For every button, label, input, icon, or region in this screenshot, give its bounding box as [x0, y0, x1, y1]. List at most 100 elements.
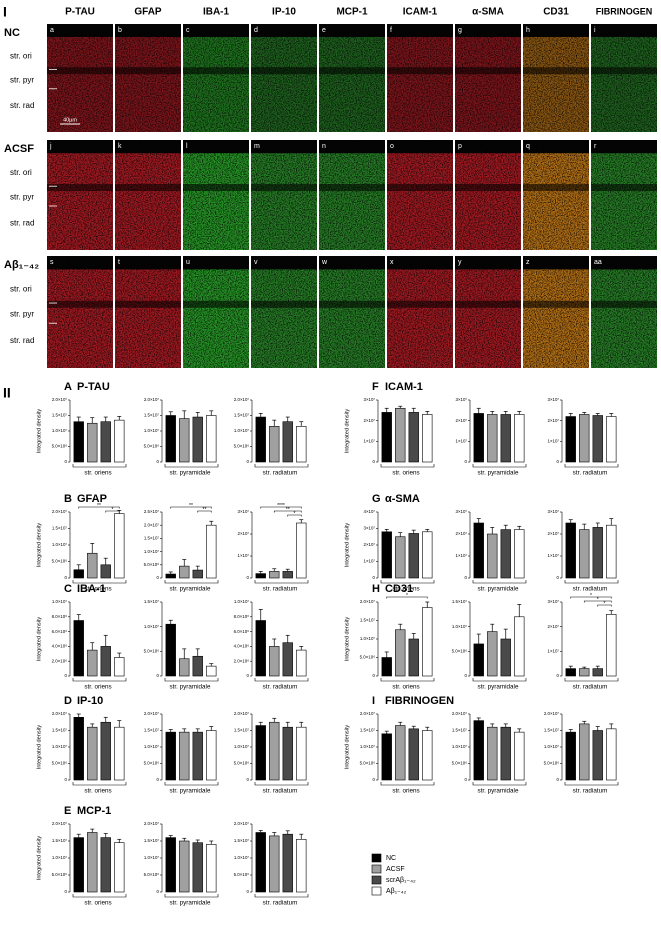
bar [255, 620, 266, 677]
significance-label: * [597, 597, 599, 603]
bar [408, 412, 419, 463]
bar [473, 413, 484, 463]
micrograph-texture [591, 140, 657, 250]
significance-label: * [590, 593, 592, 599]
y-tick-label: 1.5×10⁷ [452, 599, 468, 604]
column-header: FIBRINOGEN [596, 6, 653, 16]
y-tick-label: 2.0×10⁷ [360, 599, 376, 604]
bar [381, 531, 392, 579]
significance-label: ** [286, 507, 290, 513]
bar [269, 835, 280, 893]
y-tick-label: 0 [157, 459, 160, 464]
bar [592, 415, 603, 463]
bar [269, 571, 280, 579]
bar [514, 414, 525, 463]
significance-label: * [604, 601, 606, 607]
micrograph-texture [387, 256, 453, 368]
panel-letter: C [64, 583, 72, 595]
layer-label: str. rad [10, 336, 34, 345]
micrograph-texture [183, 256, 249, 368]
y-tick-label: 1.0×10⁷ [234, 428, 250, 433]
y-tick-label: 5.0×10⁶ [452, 648, 468, 653]
y-tick-label: 1×10⁷ [238, 553, 250, 558]
y-tick-label: 2.0×10⁷ [144, 711, 160, 716]
panel-letter: k [118, 143, 122, 150]
bar [282, 833, 293, 893]
micrograph-texture [115, 140, 181, 250]
micrograph-texture [387, 24, 453, 132]
micrograph-texture [319, 140, 385, 250]
panel-letter: u [186, 259, 190, 266]
y-tick-label: 2.0×10⁷ [360, 711, 376, 716]
legend-label: ACSF [386, 866, 405, 873]
pyramidal-band [47, 300, 113, 308]
x-label: str. pyramidale [478, 684, 519, 691]
group-label: Aβ₁₋₄₂ [4, 259, 39, 271]
x-label: str. pyramidale [170, 684, 211, 691]
micrograph-texture [115, 256, 181, 368]
y-tick-label: 2.0×10⁷ [52, 509, 68, 514]
pyramidal-band [455, 184, 521, 191]
x-label: str. oriens [392, 788, 419, 795]
pyramidal-band [115, 67, 181, 75]
x-bracket [564, 782, 619, 786]
y-tick-label: 2.0×10⁶ [234, 658, 250, 663]
x-bracket [472, 782, 527, 786]
x-label: str. pyramidale [170, 470, 211, 477]
bar [73, 569, 84, 579]
micrograph-texture [387, 140, 453, 250]
pyramidal-band [319, 300, 385, 308]
x-bracket [472, 678, 527, 682]
y-tick-label: 1.5×10⁷ [52, 413, 68, 418]
panel-letter: c [186, 27, 190, 34]
y-tick-label: 1.5×10⁷ [144, 728, 160, 733]
x-bracket [254, 464, 309, 468]
y-tick-label: 5.0×10⁶ [234, 872, 250, 877]
significance-label: ** [203, 507, 207, 513]
legend-label: scrAβ₁₋₄₂ [386, 877, 416, 884]
panel-letter: p [458, 143, 462, 150]
y-tick-label: 8.0×10⁶ [52, 614, 68, 619]
x-label: str. pyramidale [478, 788, 519, 795]
bar [87, 649, 98, 677]
y-tick-label: 0 [247, 889, 250, 894]
bar [269, 721, 280, 781]
y-tick-label: 0 [65, 889, 68, 894]
bar [514, 731, 525, 781]
bar [473, 720, 484, 781]
y-tick-label: 5.0×10⁶ [360, 761, 376, 766]
y-tick-label: 4.0×10⁶ [234, 644, 250, 649]
bar [282, 571, 293, 579]
pyramidal-band [319, 184, 385, 191]
panel-letter: aa [594, 259, 602, 266]
bar [606, 728, 617, 781]
y-tick-label: 3×10⁷ [364, 397, 376, 402]
panel-letter: E [64, 805, 71, 817]
y-tick-label: 5.0×10⁶ [144, 562, 160, 567]
significance-bracket [170, 506, 212, 509]
x-label: str. radiatum [263, 470, 298, 477]
micrograph-texture [183, 24, 249, 132]
y-tick-label: 1×10⁷ [548, 648, 560, 653]
x-bracket [564, 464, 619, 468]
y-tick-label: 1.5×10⁷ [234, 728, 250, 733]
significance-bracket [386, 596, 428, 599]
y-tick-label: 0 [157, 777, 160, 782]
y-tick-label: 2×10⁷ [456, 531, 468, 536]
y-tick-label: 2.0×10⁷ [544, 711, 560, 716]
y-tick-label: 1.5×10⁷ [52, 838, 68, 843]
pyramidal-band [523, 67, 589, 75]
y-tick-label: 1.0×10⁷ [144, 549, 160, 554]
bar [408, 638, 419, 677]
bar [206, 665, 217, 677]
bar [269, 426, 280, 463]
pyramidal-band [523, 184, 589, 191]
bar [282, 421, 293, 463]
y-tick-label: 1.5×10⁷ [452, 728, 468, 733]
significance-label: * [294, 511, 296, 517]
y-tick-label: 0 [65, 575, 68, 580]
y-tick-label: 0 [465, 777, 468, 782]
y-tick-label: 3×10⁷ [456, 509, 468, 514]
layer-label: str. pyr [10, 75, 34, 84]
panel-letter: G [372, 493, 381, 505]
